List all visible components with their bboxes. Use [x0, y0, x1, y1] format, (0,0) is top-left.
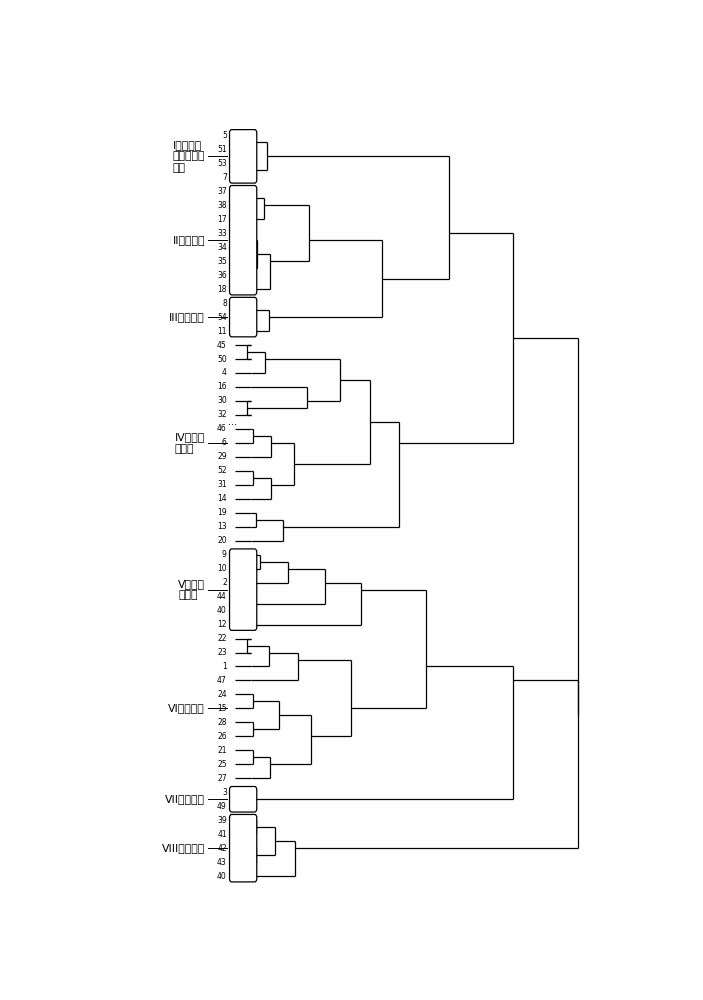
FancyBboxPatch shape [229, 130, 257, 183]
Text: 36: 36 [217, 271, 227, 280]
Text: 10: 10 [217, 564, 227, 573]
Text: 34: 34 [217, 243, 227, 252]
Text: ...: ... [228, 417, 237, 427]
Text: 3: 3 [222, 788, 227, 797]
Text: VI：花生油: VI：花生油 [168, 703, 205, 713]
Text: 38: 38 [217, 201, 227, 210]
Text: 23: 23 [217, 648, 227, 657]
Text: 17: 17 [217, 215, 227, 224]
Text: 51: 51 [217, 145, 227, 154]
Text: 7: 7 [222, 173, 227, 182]
Text: 11: 11 [217, 327, 227, 336]
Text: 41: 41 [217, 830, 227, 839]
Text: 52: 52 [217, 466, 227, 475]
Text: 30: 30 [217, 396, 227, 405]
Text: 47: 47 [217, 676, 227, 685]
Text: 25: 25 [217, 760, 227, 769]
Text: 40: 40 [217, 872, 227, 881]
FancyBboxPatch shape [229, 186, 257, 295]
Text: IV：精炼
地沟油: IV：精炼 地沟油 [175, 432, 205, 454]
Text: V：初炼
地沟油: V：初炼 地沟油 [178, 579, 205, 600]
Text: 50: 50 [217, 355, 227, 364]
Text: I：核桃油
与地沟油勾
兑油: I：核桃油 与地沟油勾 兑油 [172, 140, 205, 173]
Text: 15: 15 [217, 704, 227, 713]
Text: 14: 14 [217, 494, 227, 503]
Text: 45: 45 [217, 341, 227, 350]
Text: 39: 39 [217, 816, 227, 825]
Text: 26: 26 [217, 732, 227, 741]
Text: II：玉米油: II：玉米油 [172, 235, 205, 245]
Text: 12: 12 [217, 620, 227, 629]
Text: 20: 20 [217, 536, 227, 545]
Text: 35: 35 [217, 257, 227, 266]
Text: 4: 4 [222, 368, 227, 377]
Text: 16: 16 [217, 382, 227, 391]
FancyBboxPatch shape [229, 814, 257, 882]
Text: 27: 27 [217, 774, 227, 783]
Text: 19: 19 [217, 508, 227, 517]
Text: 53: 53 [217, 159, 227, 168]
Text: III：调和油: III：调和油 [169, 312, 205, 322]
Text: 31: 31 [217, 480, 227, 489]
Text: 9: 9 [222, 550, 227, 559]
Text: VII：核桃油: VII：核桃油 [165, 794, 205, 804]
Text: 22: 22 [217, 634, 227, 643]
Text: 32: 32 [217, 410, 227, 419]
Text: VIII：橄榄油: VIII：橄榄油 [162, 843, 205, 853]
Text: 54: 54 [217, 313, 227, 322]
Text: 18: 18 [217, 285, 227, 294]
Text: 24: 24 [217, 690, 227, 699]
FancyBboxPatch shape [229, 549, 257, 630]
Text: 40: 40 [217, 606, 227, 615]
Text: 13: 13 [217, 522, 227, 531]
FancyBboxPatch shape [229, 297, 257, 337]
Text: 33: 33 [217, 229, 227, 238]
Text: 49: 49 [217, 802, 227, 811]
Text: 5: 5 [222, 131, 227, 140]
Text: 43: 43 [217, 858, 227, 867]
Text: 2: 2 [222, 578, 227, 587]
Text: 6: 6 [222, 438, 227, 447]
Text: 29: 29 [217, 452, 227, 461]
Text: 8: 8 [222, 299, 227, 308]
Text: 42: 42 [217, 844, 227, 853]
Text: 37: 37 [217, 187, 227, 196]
Text: 1: 1 [222, 662, 227, 671]
FancyBboxPatch shape [229, 787, 257, 812]
Text: 28: 28 [217, 718, 227, 727]
Text: 46: 46 [217, 424, 227, 433]
Text: 21: 21 [217, 746, 227, 755]
Text: 44: 44 [217, 592, 227, 601]
